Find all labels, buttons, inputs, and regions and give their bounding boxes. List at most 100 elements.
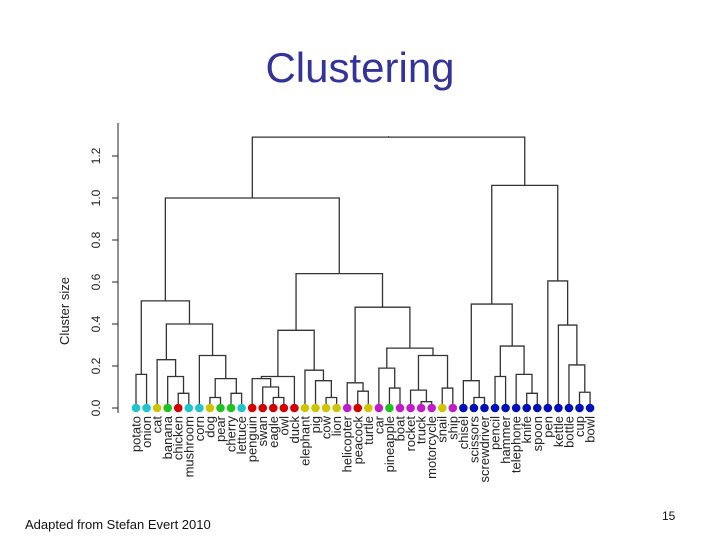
y-axis-label: Cluster size bbox=[57, 277, 72, 345]
dendrogram-link bbox=[260, 375, 296, 408]
dendrogram-link bbox=[214, 377, 237, 398]
leaf-label: lettuce bbox=[234, 416, 249, 454]
leaf-label: penguin bbox=[245, 416, 260, 462]
leaf-dot-rocket bbox=[406, 403, 415, 413]
leaf-dot-chisel bbox=[459, 403, 468, 413]
leaf-label: cow bbox=[319, 415, 334, 439]
leaf-dot-mushroom bbox=[184, 403, 194, 413]
leaf-label: cherry bbox=[224, 416, 239, 453]
leaf-label: boat bbox=[393, 416, 408, 442]
dendrogram-link bbox=[557, 324, 578, 408]
page-number: 15 bbox=[662, 509, 676, 523]
leaf-label: dog bbox=[202, 416, 217, 438]
y-tick-label: 0.4 bbox=[89, 315, 103, 332]
slide-title: Clustering bbox=[265, 44, 455, 91]
leaf-label: pen bbox=[540, 416, 555, 438]
dendrogram-links bbox=[135, 136, 591, 408]
leaf-label: bowl bbox=[583, 416, 598, 443]
leaf-dot-corn bbox=[195, 403, 204, 413]
dendrogram-link bbox=[515, 373, 533, 408]
leaf-dot-telephone bbox=[511, 403, 521, 413]
leaf-dot-eagle bbox=[268, 403, 278, 413]
leaf-dot-lettuce bbox=[237, 403, 246, 413]
footer-credit: Adapted from Stefan Evert 2010 bbox=[25, 517, 211, 532]
leaf-dot-elephant bbox=[300, 403, 310, 413]
y-tick-label: 1.0 bbox=[89, 189, 103, 206]
leaf-label: swan bbox=[255, 416, 270, 446]
y-tick-label: 0.0 bbox=[89, 399, 103, 416]
leaf-label: scissors bbox=[466, 416, 481, 463]
leaf-label: corn bbox=[192, 416, 207, 441]
dendrogram-link bbox=[164, 197, 340, 301]
leaf-label: knife bbox=[519, 416, 534, 443]
leaf-label: pencil bbox=[488, 416, 503, 450]
leaf-label: truck bbox=[414, 416, 429, 445]
leaf-dot-cow bbox=[321, 403, 331, 413]
leaf-label: spoon bbox=[530, 416, 545, 451]
leaf-dot-screwdriver bbox=[480, 403, 489, 413]
leaf-label: duck bbox=[287, 416, 302, 444]
dendrogram-link bbox=[135, 373, 148, 408]
leaf-label: peacock bbox=[350, 416, 365, 465]
dendrogram-link bbox=[198, 354, 227, 408]
leaf-label: screwdriver bbox=[477, 415, 492, 482]
leaf-dot-onion bbox=[142, 403, 151, 413]
leaf-dot-cherry bbox=[226, 403, 236, 413]
leaf-label: elephant bbox=[297, 416, 312, 466]
leaf-label: hammer bbox=[498, 415, 513, 463]
dendrogram-link bbox=[156, 359, 177, 408]
leaf-label: telephone bbox=[509, 416, 524, 473]
leaf-label: onion bbox=[139, 416, 154, 448]
dendrogram-leaves: potatoonioncatbananachickenmushroomcornd… bbox=[129, 403, 598, 482]
leaf-label: rocket bbox=[403, 416, 418, 452]
leaf-dot-pencil bbox=[490, 403, 500, 413]
leaf-label: pig bbox=[308, 416, 323, 433]
leaf-label: eagle bbox=[266, 416, 281, 448]
leaf-dot-ship bbox=[448, 403, 458, 413]
y-tick-label: 0.2 bbox=[89, 357, 103, 374]
leaf-dot-kettle bbox=[554, 403, 563, 413]
leaf-dot-turtle bbox=[364, 403, 373, 413]
leaf-dot-chicken bbox=[173, 403, 183, 413]
dendrogram-link bbox=[165, 323, 214, 360]
leaf-label: cup bbox=[572, 416, 587, 437]
leaf-dot-snail bbox=[437, 403, 447, 413]
dendrogram-link bbox=[251, 377, 272, 408]
leaf-dot-owl bbox=[279, 403, 289, 413]
dendrogram-link bbox=[494, 375, 507, 408]
leaf-label: kettle bbox=[551, 416, 566, 447]
dendrogram-link bbox=[295, 272, 384, 331]
leaf-dot-knife bbox=[522, 403, 532, 413]
dendrogram-link bbox=[462, 380, 480, 408]
leaf-label: helicopter bbox=[340, 415, 355, 472]
y-tick-label: 1.2 bbox=[89, 147, 103, 164]
leaf-label: chicken bbox=[171, 416, 186, 460]
leaf-label: cat bbox=[150, 416, 165, 434]
leaf-dot-spoon bbox=[532, 403, 542, 413]
y-axis: 0.0 0.2 0.4 0.6 0.8 1.0 1.2 bbox=[89, 123, 119, 416]
dendrogram-link bbox=[354, 306, 411, 383]
leaf-label: motorcycle bbox=[424, 416, 439, 479]
dendrogram-link bbox=[547, 280, 569, 408]
leaf-dot-helicopter bbox=[342, 403, 352, 413]
leaf-label: turtle bbox=[361, 416, 376, 445]
leaf-label: pineapple bbox=[382, 416, 397, 472]
leaf-label: bottle bbox=[561, 416, 576, 448]
leaf-dot-swan bbox=[258, 403, 268, 413]
leaf-dot-pear bbox=[216, 403, 225, 413]
leaf-dot-hammer bbox=[501, 403, 510, 413]
dendrogram-link bbox=[304, 369, 325, 408]
dendrogram-link bbox=[568, 364, 586, 408]
leaf-dot-peacock bbox=[353, 403, 363, 413]
leaf-dot-dog bbox=[205, 403, 215, 413]
dendrogram-link bbox=[346, 382, 364, 408]
leaf-label: chisel bbox=[456, 416, 471, 449]
leaf-label: snail bbox=[435, 416, 450, 443]
dendrogram-link bbox=[470, 303, 513, 381]
leaf-label: car bbox=[371, 415, 386, 434]
y-tick-label: 0.6 bbox=[89, 273, 103, 290]
leaf-dot-pen bbox=[543, 403, 553, 413]
leaf-dot-pineapple bbox=[385, 403, 394, 413]
dendrogram-link bbox=[386, 347, 434, 369]
leaf-dot-lion bbox=[332, 403, 341, 413]
